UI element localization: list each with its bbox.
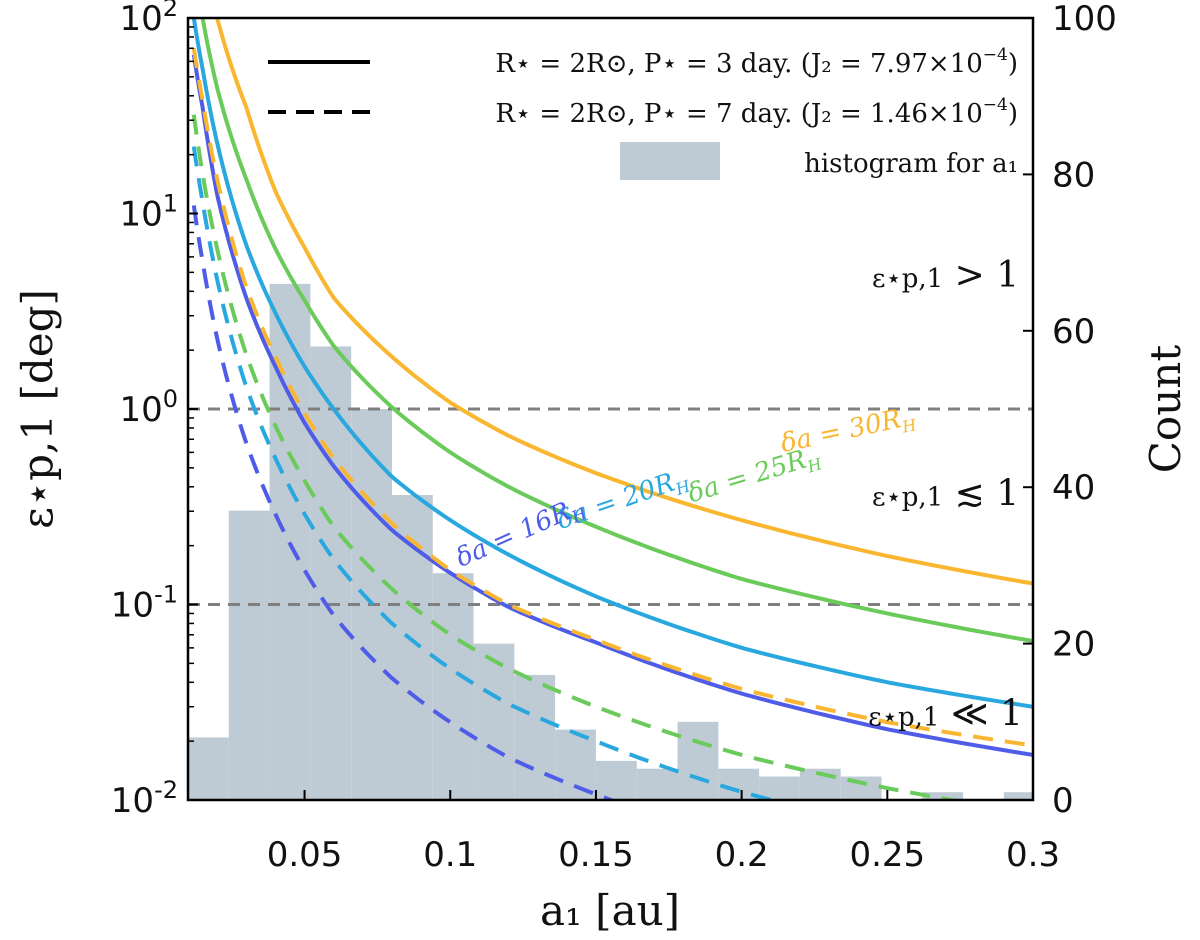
x-tick-label: 0.15: [558, 835, 634, 875]
histogram-bar: [595, 760, 637, 800]
legend-hist-label: histogram for a₁: [804, 149, 1018, 179]
solid-curve: [191, 54, 1033, 757]
region-label: ε⋆p,1 ≪ 1: [868, 694, 1023, 735]
histogram-bar: [840, 776, 882, 800]
x-tick-label: 0.25: [849, 835, 925, 875]
y-right-tick-label: 60: [1052, 312, 1095, 352]
histogram-bar: [677, 721, 719, 800]
y-right-tick-label: 40: [1052, 468, 1095, 508]
histogram-bar: [636, 768, 678, 800]
x-tick-label: 0.2: [715, 835, 769, 875]
solid-curve: [215, 18, 1033, 586]
y-right-tick-label: 20: [1052, 625, 1095, 665]
histogram-bar: [759, 776, 800, 800]
dashed-curve: [191, 47, 1033, 748]
reference-lines: [188, 407, 1033, 606]
histogram-bar: [473, 643, 515, 800]
y-left-tick-label: 10-1: [111, 581, 178, 626]
y-left-tick-label: 10-2: [111, 776, 178, 821]
x-tick-label: 0.1: [423, 835, 477, 875]
dashed-curve: [191, 205, 617, 800]
axes-ticks: 0.05 0.1 0.15 0.2 0.25 0.3 10-2 10-1 100 101 102 0 2…: [111, 0, 1117, 875]
legend: R⋆ = 2R⊙, P⋆ = 3 day. (J₂ = 7.97×10−4) R⋆…: [268, 45, 1018, 180]
x-axis-title: a₁ [au]: [540, 886, 680, 935]
histogram-bar: [555, 729, 596, 800]
legend-hist-swatch: [620, 142, 720, 180]
y-left-tick-label: 101: [119, 190, 178, 235]
histogram-bar: [432, 573, 474, 800]
region-label: ε⋆p,1 > 1: [872, 255, 1019, 296]
x-tick-label: 0.05: [267, 835, 343, 875]
dashed-curve: [191, 114, 963, 800]
solid-curve: [191, 18, 1033, 709]
histogram-bar: [514, 674, 556, 800]
histogram-bar: [922, 792, 964, 800]
curves: [191, 18, 1033, 800]
solid-curve: [200, 18, 1033, 644]
y-right-axis-title: Count: [1141, 345, 1190, 474]
axis-titles: a₁ [au] ε⋆p,1 [deg] Count: [13, 289, 1190, 935]
y-right-tick-label: 80: [1052, 155, 1095, 195]
histogram-bar: [1003, 792, 1033, 800]
y-left-tick-label: 100: [119, 385, 178, 430]
y-left-tick-label: 102: [119, 0, 178, 39]
y-right-tick-label: 0: [1052, 781, 1074, 821]
legend-solid-label: R⋆ = 2R⊙, P⋆ = 3 day. (J₂ = 7.97×10−4): [495, 45, 1018, 79]
legend-dashed-label: R⋆ = 2R⊙, P⋆ = 7 day. (J₂ = 1.46×10−4): [495, 95, 1018, 129]
y-left-axis-title: ε⋆p,1 [deg]: [13, 289, 62, 529]
histogram-bar: [188, 737, 229, 800]
y-right-tick-label: 100: [1052, 0, 1117, 39]
dashed-curve: [191, 146, 780, 800]
region-label: ε⋆p,1 ≲ 1: [872, 474, 1019, 515]
x-tick-label: 0.3: [1006, 835, 1060, 875]
histogram-bar: [228, 510, 270, 800]
